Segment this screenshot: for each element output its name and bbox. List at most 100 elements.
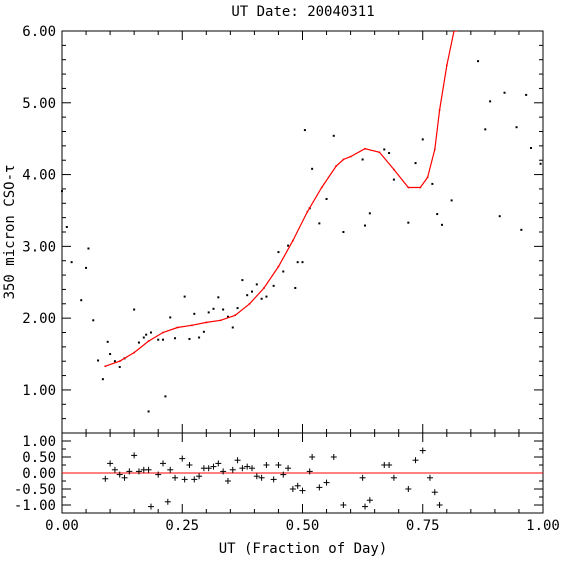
data-point [301,261,304,264]
data-point [97,359,100,362]
x-tick-label: 0.25 [165,518,199,534]
data-point [80,299,83,302]
fit-node [292,239,294,242]
fit-node [205,321,208,324]
data-point [342,231,345,233]
residual-point [299,487,306,494]
fit-node [446,64,448,67]
residual-point [294,482,301,489]
data-point [318,222,321,225]
residual-point [102,475,109,482]
data-point [265,295,268,298]
main-ytick-label: 5.00 [22,96,56,112]
data-point [325,197,328,200]
data-point [368,212,371,215]
residual-point [179,455,186,462]
data-point [174,337,177,340]
data-point [147,410,150,413]
x-tick-label: 1.00 [526,518,560,534]
data-point [383,148,386,151]
data-point [157,338,160,341]
data-point [364,224,367,227]
data-point [113,360,116,363]
fit-node [433,148,436,151]
residual-point [330,454,337,460]
data-point [287,244,290,247]
residual-point [405,486,412,492]
residual-point [215,460,222,467]
data-point [137,341,140,344]
residual-point [181,476,188,483]
residual-point [196,473,203,480]
data-point [183,295,186,298]
residual-point [135,468,142,475]
residual-ytick-label: 0.50 [22,450,56,466]
data-point [169,316,172,319]
data-point [222,308,225,311]
fit-node [133,351,135,354]
residual-ytick-label: -0.50 [14,482,56,498]
fit-node [306,211,309,213]
data-point [311,167,314,170]
residual-point [270,476,277,483]
data-point [162,338,165,341]
residual-point [107,460,114,467]
residual-point [386,462,393,468]
residual-point [111,466,118,473]
residual-point [186,462,193,468]
residual-point [116,471,123,478]
residual-point [167,466,174,473]
residual-point [323,479,330,486]
data-point [477,60,480,63]
residual-point [426,474,433,481]
data-point [241,279,244,282]
residual-point [121,474,128,481]
residual-point [431,489,438,496]
residual-point [229,466,236,473]
data-point [414,162,417,165]
data-point [255,283,258,286]
data-point [202,330,205,333]
residual-point [126,468,133,475]
residual-point [224,478,231,484]
fit-node [104,365,107,368]
fit-node [349,155,352,158]
data-point [525,93,528,96]
data-point [250,290,253,293]
data-point [226,315,229,318]
data-point [303,129,306,132]
main-plot-frame [61,30,544,434]
data-point [294,286,297,289]
x-tick-label: 0.75 [406,518,440,534]
residual-point [390,474,397,481]
residual-point [306,468,313,475]
main-ytick-label: 2.00 [22,311,56,327]
data-point [361,158,364,161]
data-point [87,247,90,250]
data-point [272,284,275,287]
fit-node [364,147,366,150]
residual-data-points [102,447,443,510]
fit-node [263,287,265,289]
data-point [188,337,191,340]
fit-node [162,331,164,334]
residual-ytick-label: 0.00 [22,466,56,482]
fit-node [419,186,422,189]
main-data-points [61,60,542,413]
fit-node [234,314,236,317]
data-point [388,152,391,155]
main-ytick-label: 4.00 [22,168,56,184]
data-point [489,100,492,103]
data-point [392,178,395,181]
data-point [332,134,335,137]
main-ytick-label: 3.00 [22,239,56,255]
residual-point [205,465,212,472]
data-point [193,312,196,315]
residual-axis-ticks: 1.000.500.00-0.50-1.000.00 0.25 0.50 0.75 1.… [14,433,560,534]
chart-title: UT Date: 20040311 [231,4,374,20]
residual-point [275,462,282,468]
fit-node [342,158,345,161]
fit-node [320,186,323,189]
fit-node [426,176,429,179]
fit-node [277,265,280,268]
